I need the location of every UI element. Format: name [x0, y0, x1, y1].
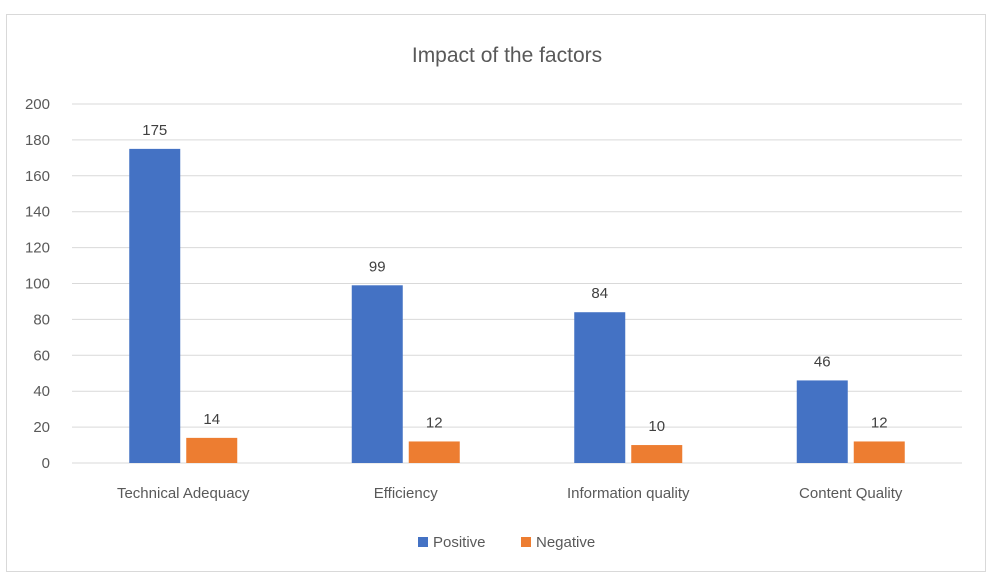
bars	[129, 148, 905, 463]
y-tick-label: 140	[25, 204, 50, 221]
y-tick-label: 100	[25, 276, 50, 293]
y-tick-label: 0	[42, 455, 50, 472]
data-labels: 175 14 99 12 84 10 46 12	[142, 122, 887, 435]
y-axis-ticks: 0 20 40 60 80 100 120 140 160 180 200	[25, 96, 50, 472]
legend-swatch-positive	[418, 537, 428, 547]
data-label: 14	[203, 411, 220, 428]
y-tick-label: 20	[33, 419, 50, 436]
bar-negative	[408, 441, 460, 463]
legend-swatch-negative	[521, 537, 531, 547]
data-label: 175	[142, 122, 167, 139]
data-label: 46	[814, 353, 831, 370]
data-label: 84	[591, 285, 608, 302]
bar-negative	[853, 441, 905, 463]
chart-title: Impact of the factors	[412, 44, 602, 67]
data-label: 12	[426, 414, 443, 431]
y-tick-label: 160	[25, 168, 50, 185]
y-tick-label: 80	[33, 311, 50, 328]
x-category-label: Technical Adequacy	[117, 485, 250, 502]
y-tick-label: 120	[25, 240, 50, 257]
legend-label-negative: Negative	[536, 534, 595, 551]
bar-positive	[129, 148, 181, 463]
x-category-label: Information quality	[567, 485, 690, 502]
bar-positive	[574, 312, 626, 463]
x-category-label: Efficiency	[374, 485, 438, 502]
bar-negative	[186, 437, 238, 463]
legend-label-positive: Positive	[433, 534, 486, 551]
y-tick-label: 200	[25, 96, 50, 113]
y-tick-label: 180	[25, 132, 50, 149]
y-tick-label: 60	[33, 347, 50, 364]
bar-positive	[796, 380, 848, 463]
x-axis-categories: Technical Adequacy Efficiency Information …	[117, 485, 903, 502]
bar-negative	[631, 445, 683, 463]
y-tick-label: 40	[33, 383, 50, 400]
data-label: 99	[369, 258, 386, 275]
data-label: 10	[648, 418, 665, 435]
x-category-label: Content Quality	[799, 485, 903, 502]
bar-positive	[351, 285, 403, 463]
data-label: 12	[871, 414, 888, 431]
legend: Positive Negative	[418, 534, 595, 551]
